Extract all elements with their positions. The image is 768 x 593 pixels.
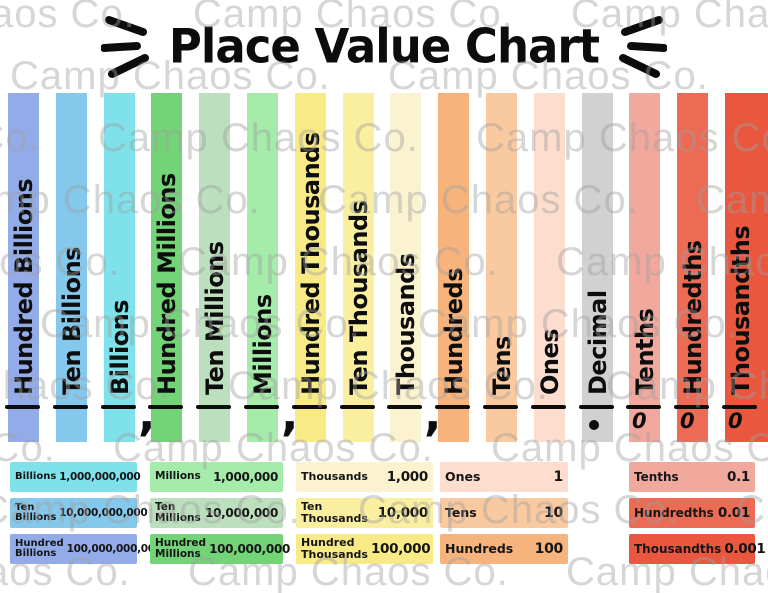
column-underline xyxy=(435,405,470,409)
legend-value: 0.001 xyxy=(724,541,766,557)
legend-value: 100,000,000 xyxy=(209,542,291,556)
legend-entry: Thousands 1,000 xyxy=(296,462,433,492)
legend-entry: Hundred Thousands 100,000 xyxy=(296,534,433,564)
digit-zero: 0 xyxy=(680,409,695,433)
legend-name: Ten Thousands xyxy=(301,500,368,525)
legend-entry: Hundredths 0.01 xyxy=(629,498,755,528)
legend-name: Thousandths xyxy=(634,541,722,556)
legend-entry: Ten Billions 10,000,000,000 xyxy=(10,498,148,528)
legend-entry: Ten Millions 10,000,000 xyxy=(150,498,283,528)
place-value-column-thousands xyxy=(390,93,421,442)
legend-name: Tens xyxy=(445,505,477,521)
legend-name: Hundreds xyxy=(445,541,514,557)
column-underline xyxy=(101,405,136,409)
place-value-column-hundredths xyxy=(677,93,708,442)
place-value-column-tens xyxy=(486,93,517,442)
column-underline xyxy=(531,405,566,409)
column-underline xyxy=(5,405,40,409)
place-value-column-hundred-thousands xyxy=(295,93,326,442)
column-underline xyxy=(340,405,375,409)
legend-value: 0.1 xyxy=(726,469,750,485)
place-value-column-ten-millions xyxy=(199,93,230,442)
place-value-column-tenths xyxy=(629,93,660,442)
legend-entry: Billions 1,000,000,000 xyxy=(10,462,141,492)
legend-name: Millions xyxy=(155,470,201,483)
legend-name: Ten Billions xyxy=(15,501,57,523)
legend-name: Billions xyxy=(15,470,57,482)
place-value-column-hundred-millions xyxy=(151,93,182,442)
legend-name: Ten Millions xyxy=(155,500,201,524)
column-underline xyxy=(674,405,709,409)
legend-entry: Tens 10 xyxy=(440,498,568,528)
column-underline xyxy=(626,405,661,409)
place-value-column-ten-thousands xyxy=(343,93,374,442)
legend-group: Millions 1,000,000 Ten Millions 10,000,000 H… xyxy=(150,462,290,564)
legend-value: 100 xyxy=(534,541,564,557)
legend-entry: Hundreds 100 xyxy=(440,534,568,564)
column-underline xyxy=(722,405,757,409)
column-underline xyxy=(387,405,422,409)
place-value-column-millions xyxy=(247,93,278,442)
legend-value: 10,000 xyxy=(377,505,429,521)
column-underline xyxy=(483,405,518,409)
legend-name: Hundred Billions xyxy=(15,537,64,559)
legend-value: 100,000 xyxy=(370,541,431,557)
column-underline xyxy=(53,405,88,409)
legend-value: 1 xyxy=(553,469,564,485)
legend-name: Hundred Thousands xyxy=(301,536,368,561)
legend-value: 100,000,000,000 xyxy=(66,543,162,555)
column-underline xyxy=(196,405,231,409)
thousands-separator-comma: , xyxy=(424,387,442,441)
legend-entry: Millions 1,000,000 xyxy=(150,462,283,492)
place-value-column-thousandths xyxy=(725,93,768,442)
place-value-column-decimal xyxy=(582,93,613,442)
column-underline xyxy=(148,405,183,409)
legend-value: 1,000,000,000 xyxy=(59,471,141,483)
legend-value: 1,000 xyxy=(386,469,429,485)
legend-value: 1,000,000 xyxy=(213,470,278,484)
place-value-column-ten-billions xyxy=(56,93,87,442)
legend-value: 10,000,000,000 xyxy=(59,507,148,519)
decimal-point-icon xyxy=(589,420,599,430)
legend-value: 10,000,000 xyxy=(205,506,278,520)
column-underline xyxy=(579,405,614,409)
legend-entry: Hundred Billions 100,000,000,000 xyxy=(10,534,162,564)
legend-name: Thousands xyxy=(301,470,368,484)
legend-name: Hundred Millions xyxy=(155,536,207,560)
legend-group: Thousands 1,000 Ten Thousands 10,000 Hundred… xyxy=(296,462,433,564)
place-value-column-ones xyxy=(534,93,565,442)
legend-entry: Ones 1 xyxy=(440,462,568,492)
digit-zero: 0 xyxy=(728,409,743,433)
legend-name: Tenths xyxy=(634,469,679,484)
legend-value: 0.01 xyxy=(717,505,750,521)
place-value-column-billions xyxy=(104,93,135,442)
legend-name: Hundredths xyxy=(634,505,714,520)
legend-group: Tenths 0.1 Hundredths 0.01 Thousandths 0.001 xyxy=(629,462,766,564)
legend-entry: Tenths 0.1 xyxy=(629,462,755,492)
legend-value: 10 xyxy=(544,505,563,521)
column-underline xyxy=(292,405,327,409)
legend-group: Ones 1 Tens 10 Hundreds 100 xyxy=(440,462,568,564)
legend-group: Billions 1,000,000,000 Ten Billions 10,000,… xyxy=(10,462,162,564)
legend-entry: Thousandths 0.001 xyxy=(629,534,766,564)
title-accent-icon xyxy=(100,16,149,78)
column-underline xyxy=(244,405,279,409)
place-value-column-hundreds xyxy=(438,93,469,442)
page-title: Place Value Chart xyxy=(168,18,600,74)
digit-zero: 0 xyxy=(632,409,647,433)
title-accent-icon xyxy=(619,16,668,78)
title-row: Place Value Chart xyxy=(0,4,768,88)
legend-entry: Ten Thousands 10,000 xyxy=(296,498,433,528)
thousands-separator-comma: , xyxy=(281,387,299,441)
legend-name: Ones xyxy=(445,469,481,485)
place-value-column-hundred-billions xyxy=(8,93,39,442)
legend-entry: Hundred Millions 100,000,000 xyxy=(150,534,290,564)
